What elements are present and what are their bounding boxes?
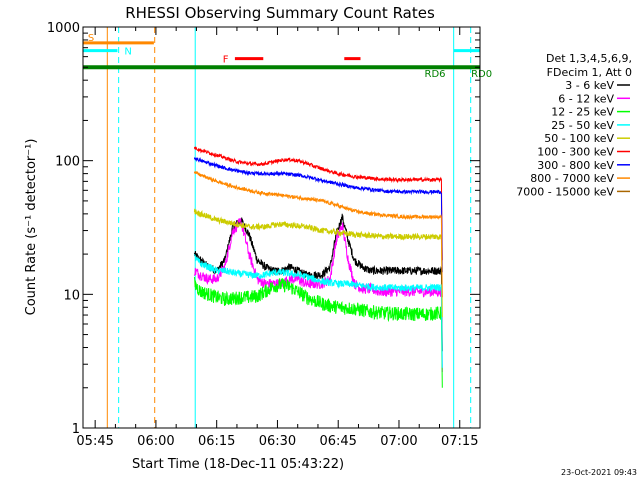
legend-entry-label: 6 - 12 keV — [558, 92, 614, 105]
plot-frame — [82, 26, 481, 429]
flag-boundary-lines — [106, 27, 472, 428]
series-lines — [193, 146, 443, 388]
y-axis-ticks: 1 10 100 1000 — [47, 21, 480, 437]
legend-entry-label: 3 - 6 keV — [565, 79, 614, 92]
y-tick-label: 10 — [63, 288, 80, 303]
series-line — [193, 213, 443, 352]
y-tick-label: 100 — [55, 155, 80, 170]
flag-bars: S N F RD6 RD0 — [83, 33, 492, 80]
x-tick-label: 06:15 — [198, 434, 235, 449]
x-tick-label: 07:15 — [441, 434, 478, 449]
legend-entry-label: 50 - 100 keV — [544, 132, 614, 145]
legend-title-line-2: FDecim 1, Att 0 — [547, 66, 632, 79]
legend-entry-label: 300 - 800 keV — [537, 159, 614, 172]
x-tick-label: 07:00 — [380, 434, 417, 449]
series-line — [193, 277, 443, 388]
legend-entry-label: 12 - 25 keV — [551, 106, 614, 119]
series-line — [193, 146, 443, 261]
legend-entry-label: 100 - 300 keV — [537, 146, 614, 159]
legend-entry-label: 25 - 50 keV — [551, 119, 614, 132]
chart-title: RHESSI Observing Summary Count Rates — [125, 4, 435, 22]
x-axis-ticks: 05:45 06:00 06:15 06:30 06:45 07:00 07:15 — [76, 27, 481, 449]
footer-timestamp: 23-Oct-2021 09:43 — [561, 468, 637, 477]
y-axis-label: Count Rate (s⁻¹ detector⁻¹) — [24, 139, 39, 316]
y-tick-label: 1 — [72, 422, 80, 437]
x-tick-label: 06:30 — [259, 434, 296, 449]
series-line — [193, 208, 443, 318]
x-tick-label: 05:45 — [76, 434, 113, 449]
flag-label: F — [223, 55, 229, 66]
legend: Det 1,3,4,5,6,9, FDecim 1, Att 0 3 - 6 k… — [516, 52, 632, 198]
x-tick-label: 06:45 — [319, 434, 356, 449]
x-tick-label: 06:00 — [137, 434, 174, 449]
legend-title-line-1: Det 1,3,4,5,6,9, — [546, 52, 632, 65]
y-tick-label: 1000 — [47, 21, 80, 36]
flag-label: S — [88, 33, 94, 44]
legend-entry-label: 800 - 7000 keV — [530, 172, 614, 185]
x-axis-label: Start Time (18-Dec-11 05:43:22) — [132, 457, 344, 472]
series-line — [193, 171, 443, 298]
legend-entry-label: 7000 - 15000 keV — [516, 185, 614, 198]
flag-label: N — [124, 47, 131, 58]
series-line — [193, 253, 443, 368]
series-line — [193, 157, 443, 273]
flag-label: RD0 — [471, 69, 492, 80]
flag-label: RD6 — [425, 69, 446, 80]
